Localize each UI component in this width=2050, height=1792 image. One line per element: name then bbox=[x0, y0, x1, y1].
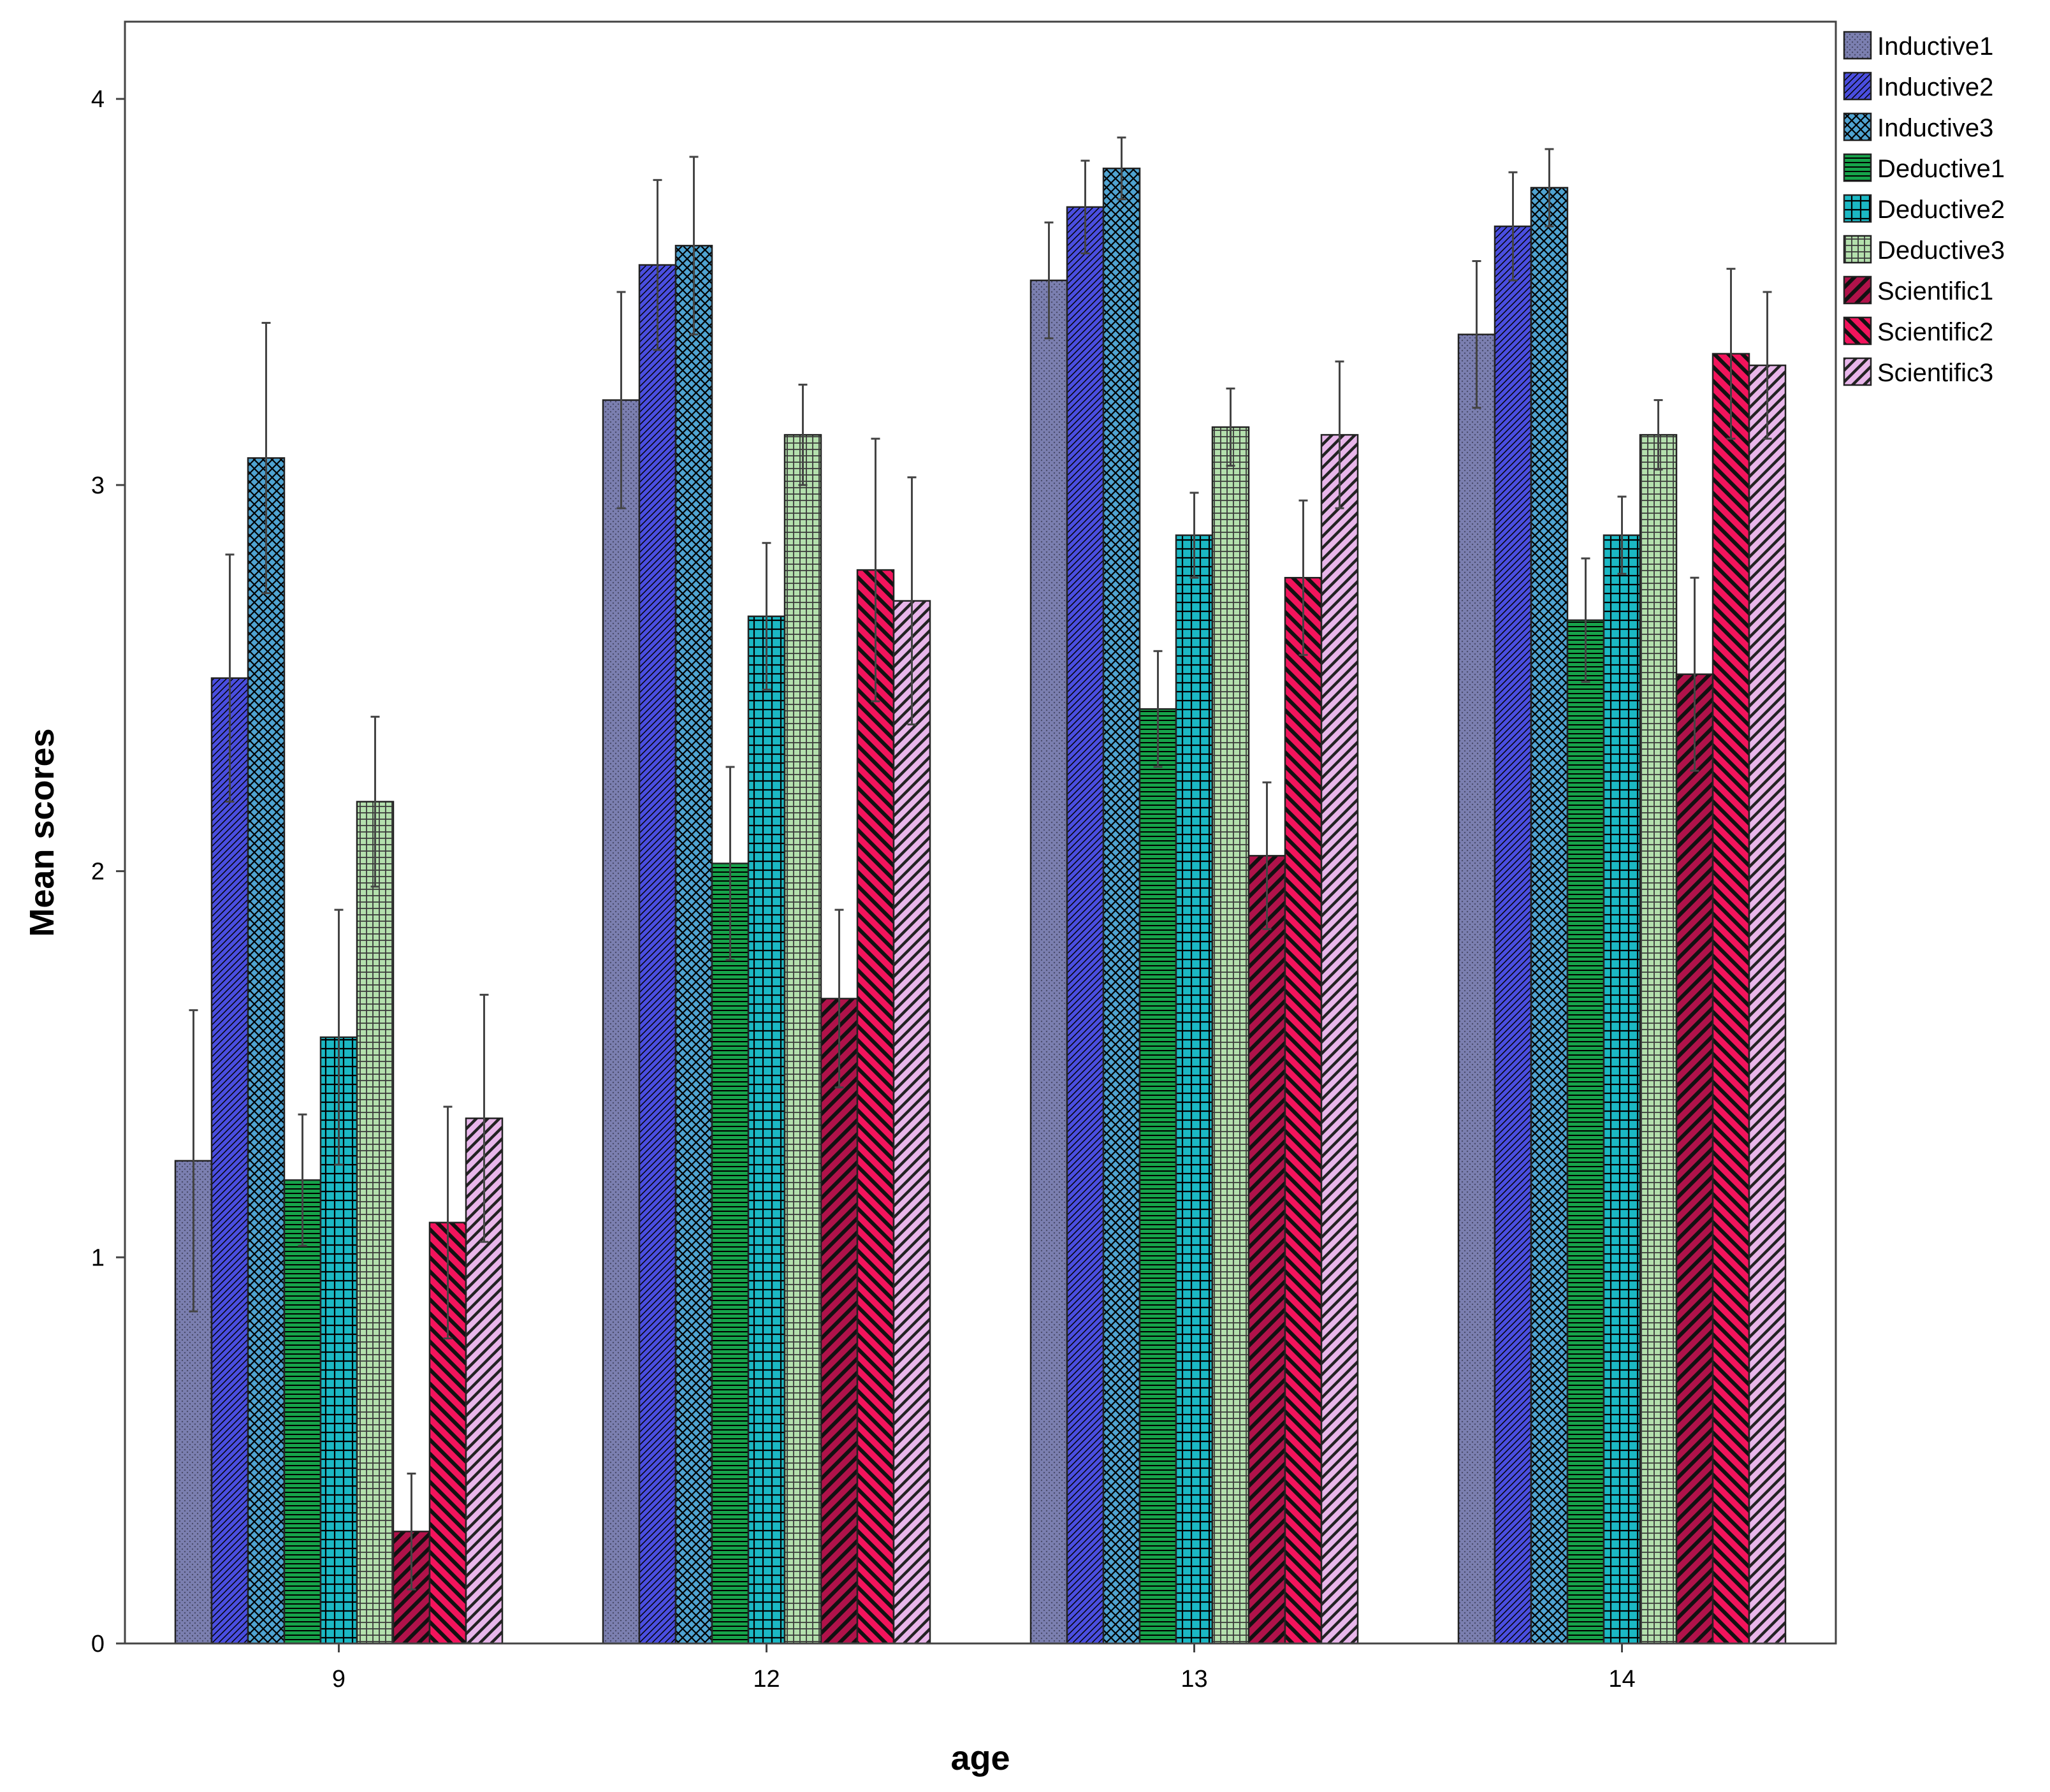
y-tick-label: 1 bbox=[91, 1244, 105, 1271]
legend-swatch-deductive3 bbox=[1843, 235, 1872, 264]
error-bar-inductive3-age-13 bbox=[1117, 136, 1126, 201]
error-bar-inductive2-age-12 bbox=[653, 178, 662, 351]
legend-label-scientific3: Scientific3 bbox=[1877, 359, 1993, 387]
y-axis-title: Mean scores bbox=[23, 728, 61, 936]
error-bar-scientific1-age-12 bbox=[834, 908, 844, 1089]
bar-deductive2-age-13 bbox=[1175, 534, 1214, 1645]
x-tick-label: 9 bbox=[332, 1666, 345, 1693]
legend-label-inductive2: Inductive2 bbox=[1877, 73, 1993, 101]
legend-swatch-scientific3 bbox=[1843, 357, 1872, 386]
error-bar-inductive1-age-13 bbox=[1044, 221, 1054, 340]
x-tick-label: 14 bbox=[1608, 1666, 1635, 1693]
error-bar-deductive3-age-12 bbox=[798, 383, 808, 486]
legend-swatch-inductive2 bbox=[1843, 71, 1872, 101]
bar-inductive3-age-9 bbox=[247, 457, 286, 1645]
bar-deductive1-age-14 bbox=[1566, 619, 1605, 1645]
bar-deductive1-age-13 bbox=[1138, 708, 1177, 1645]
bar-deductive1-age-12 bbox=[711, 863, 750, 1645]
bar-scientific1-age-13 bbox=[1247, 855, 1286, 1645]
legend-swatch-inductive3 bbox=[1843, 112, 1872, 142]
bar-inductive1-age-14 bbox=[1457, 333, 1496, 1645]
error-bar-inductive2-age-9 bbox=[225, 553, 235, 803]
y-tick-label: 3 bbox=[91, 472, 105, 499]
y-tick-label: 2 bbox=[91, 859, 105, 885]
legend-label-inductive1: Inductive1 bbox=[1877, 33, 1993, 61]
y-tick-label: 4 bbox=[91, 86, 105, 113]
bar-inductive2-age-9 bbox=[210, 677, 249, 1645]
bar-scientific2-age-13 bbox=[1284, 576, 1323, 1645]
bar-scientific1-age-12 bbox=[820, 998, 859, 1645]
x-axis-title: age bbox=[950, 1739, 1010, 1777]
bar-inductive3-age-12 bbox=[674, 245, 713, 1645]
error-bar-scientific2-age-12 bbox=[871, 437, 880, 703]
error-bar-scientific1-age-13 bbox=[1262, 781, 1272, 930]
error-bar-scientific2-age-9 bbox=[443, 1105, 453, 1339]
legend-label-scientific1: Scientific1 bbox=[1877, 277, 1993, 305]
error-bar-deductive1-age-14 bbox=[1581, 557, 1590, 683]
y-tick-label: 0 bbox=[91, 1631, 105, 1657]
legend-swatch-scientific2 bbox=[1843, 316, 1872, 346]
error-bar-scientific3-age-9 bbox=[479, 993, 489, 1243]
error-bar-inductive1-age-12 bbox=[616, 291, 626, 509]
error-bar-inductive3-age-12 bbox=[689, 156, 699, 336]
error-bar-deductive2-age-9 bbox=[334, 908, 344, 1166]
legend-label-scientific2: Scientific2 bbox=[1877, 318, 1993, 346]
bar-scientific2-age-12 bbox=[856, 569, 895, 1645]
legend-label-inductive3: Inductive3 bbox=[1877, 114, 1993, 142]
error-bar-deductive1-age-13 bbox=[1153, 650, 1163, 768]
legend-swatch-inductive1 bbox=[1843, 31, 1872, 60]
bar-inductive1-age-12 bbox=[602, 399, 641, 1645]
error-bar-scientific2-age-14 bbox=[1726, 268, 1736, 440]
legend-swatch-scientific1 bbox=[1843, 275, 1872, 305]
legend-label-deductive1: Deductive1 bbox=[1877, 155, 2005, 183]
legend: Inductive1 Inductive2 Inductive3 Deductive1… bbox=[1843, 31, 2005, 387]
bar-inductive3-age-13 bbox=[1102, 167, 1141, 1645]
bar-scientific2-age-14 bbox=[1712, 353, 1750, 1645]
legend-swatch-deductive2 bbox=[1843, 194, 1872, 223]
error-bar-scientific2-age-13 bbox=[1298, 499, 1308, 656]
bar-scientific3-age-12 bbox=[892, 600, 931, 1645]
bar-inductive3-age-14 bbox=[1530, 187, 1569, 1645]
bar-inductive2-age-13 bbox=[1066, 206, 1105, 1645]
bar-inductive1-age-13 bbox=[1029, 279, 1068, 1645]
bar-scientific3-age-14 bbox=[1748, 364, 1787, 1645]
error-bar-inductive1-age-9 bbox=[189, 1009, 198, 1313]
error-bar-inductive2-age-13 bbox=[1080, 159, 1090, 254]
bar-deductive3-age-9 bbox=[356, 801, 395, 1645]
bar-deductive2-age-12 bbox=[747, 615, 786, 1645]
bar-inductive2-age-12 bbox=[638, 264, 677, 1645]
error-bar-inductive2-age-14 bbox=[1508, 171, 1518, 282]
error-bar-deductive1-age-9 bbox=[298, 1113, 307, 1247]
x-tick-label: 13 bbox=[1181, 1666, 1207, 1693]
bar-deductive3-age-13 bbox=[1211, 426, 1250, 1645]
error-bar-deductive3-age-14 bbox=[1654, 399, 1663, 471]
bar-scientific1-age-14 bbox=[1675, 673, 1714, 1645]
error-bar-scientific3-age-14 bbox=[1763, 291, 1772, 440]
error-bar-inductive3-age-14 bbox=[1545, 148, 1554, 228]
bar-inductive2-age-14 bbox=[1494, 225, 1532, 1645]
error-bar-deductive1-age-12 bbox=[725, 766, 735, 961]
error-bar-deductive2-age-12 bbox=[762, 542, 771, 691]
bar-deductive3-age-12 bbox=[783, 433, 822, 1645]
bar-deductive3-age-14 bbox=[1639, 433, 1678, 1645]
error-bar-deductive2-age-13 bbox=[1189, 492, 1199, 579]
error-bar-deductive2-age-14 bbox=[1617, 495, 1627, 575]
legend-label-deductive2: Deductive2 bbox=[1877, 196, 2005, 224]
legend-label-deductive3: Deductive3 bbox=[1877, 237, 2005, 265]
error-bar-inductive1-age-14 bbox=[1472, 260, 1481, 409]
bar-scientific3-age-13 bbox=[1320, 433, 1359, 1645]
error-bar-scientific3-age-12 bbox=[907, 476, 917, 725]
legend-swatch-deductive1 bbox=[1843, 153, 1872, 182]
x-tick-label: 12 bbox=[753, 1666, 780, 1693]
error-bar-inductive3-age-9 bbox=[261, 321, 271, 594]
error-bar-deductive3-age-9 bbox=[370, 715, 380, 888]
bar-deductive1-age-9 bbox=[283, 1179, 322, 1645]
bar-deductive2-age-14 bbox=[1603, 534, 1641, 1645]
error-bar-deductive3-age-13 bbox=[1226, 387, 1235, 467]
error-bar-scientific1-age-14 bbox=[1690, 576, 1699, 772]
error-bar-scientific3-age-13 bbox=[1335, 360, 1344, 509]
error-bar-scientific1-age-9 bbox=[407, 1472, 416, 1591]
